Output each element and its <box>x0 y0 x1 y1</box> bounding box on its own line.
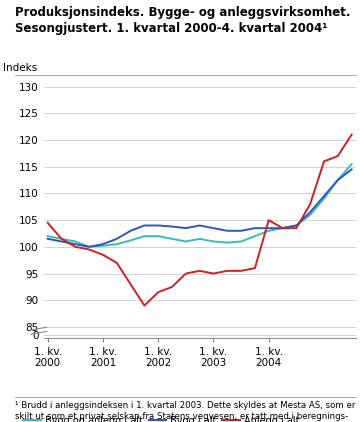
Bygg i alt <box>225 228 229 233</box>
Bygg og anlegg i alt <box>294 223 298 228</box>
Bygg og anlegg i alt <box>308 212 312 217</box>
Anlegg i alt <box>266 218 271 223</box>
Anlegg i alt <box>156 289 160 295</box>
Bygg og anlegg i alt <box>101 243 105 248</box>
Anlegg i alt <box>129 281 133 287</box>
Line: Bygg i alt: Bygg i alt <box>48 169 352 247</box>
Anlegg i alt <box>350 132 354 137</box>
Bygg i alt <box>253 226 257 231</box>
Anlegg i alt <box>142 303 147 308</box>
Bygg i alt <box>87 244 91 249</box>
Bygg og anlegg i alt <box>322 196 326 201</box>
Bygg og anlegg i alt <box>336 178 340 183</box>
Anlegg i alt <box>59 236 64 241</box>
Bygg og anlegg i alt <box>170 236 174 241</box>
Anlegg i alt <box>115 260 119 265</box>
Bygg og anlegg i alt <box>45 234 50 239</box>
Line: Anlegg i alt: Anlegg i alt <box>48 135 352 306</box>
Bygg i alt <box>322 194 326 199</box>
Bygg i alt <box>73 242 78 247</box>
Anlegg i alt <box>336 154 340 159</box>
Bygg i alt <box>350 167 354 172</box>
Bygg i alt <box>115 236 119 241</box>
Anlegg i alt <box>45 220 50 225</box>
Bygg i alt <box>101 242 105 247</box>
Bygg i alt <box>211 226 216 231</box>
Bygg i alt <box>45 236 50 241</box>
Anlegg i alt <box>225 268 229 273</box>
Bygg og anlegg i alt <box>280 226 285 231</box>
Bygg i alt <box>142 223 147 228</box>
Anlegg i alt <box>253 266 257 271</box>
Bygg og anlegg i alt <box>211 239 216 244</box>
Bygg i alt <box>184 226 188 231</box>
Bygg og anlegg i alt <box>184 239 188 244</box>
Bygg i alt <box>266 226 271 231</box>
Bygg og anlegg i alt <box>59 236 64 241</box>
Bygg og anlegg i alt <box>253 234 257 239</box>
Anlegg i alt <box>184 271 188 276</box>
Bygg i alt <box>156 223 160 228</box>
Bygg i alt <box>280 226 285 231</box>
Bygg og anlegg i alt <box>156 234 160 239</box>
Bygg i alt <box>170 224 174 229</box>
Anlegg i alt <box>197 268 202 273</box>
Anlegg i alt <box>294 226 298 231</box>
Bygg og anlegg i alt <box>129 238 133 243</box>
Anlegg i alt <box>280 226 285 231</box>
Bygg og anlegg i alt <box>142 234 147 239</box>
Bygg i alt <box>336 178 340 183</box>
Bygg i alt <box>197 223 202 228</box>
Anlegg i alt <box>322 159 326 164</box>
Text: Indeks: Indeks <box>3 63 37 73</box>
Bygg i alt <box>308 210 312 215</box>
Bygg og anlegg i alt <box>239 239 243 244</box>
Bygg og anlegg i alt <box>115 242 119 247</box>
Bygg og anlegg i alt <box>225 240 229 245</box>
Text: ¹ Brudd i anleggsindeksen i 1. kvartal 2003. Dette skyldes at Mesta AS, som er
s: ¹ Brudd i anleggsindeksen i 1. kvartal 2… <box>15 401 355 422</box>
Anlegg i alt <box>170 284 174 289</box>
Bygg i alt <box>294 223 298 228</box>
Anlegg i alt <box>87 247 91 252</box>
Anlegg i alt <box>308 202 312 207</box>
Bygg og anlegg i alt <box>350 162 354 167</box>
Legend: Bygg og anlegg i alt, Bygg i alt, Anlegg i alt: Bygg og anlegg i alt, Bygg i alt, Anlegg… <box>24 416 299 422</box>
Bygg og anlegg i alt <box>266 228 271 233</box>
Bygg og anlegg i alt <box>87 244 91 249</box>
Bygg i alt <box>59 239 64 244</box>
Bygg i alt <box>129 228 133 233</box>
Anlegg i alt <box>73 244 78 249</box>
Bygg i alt <box>239 228 243 233</box>
Text: Produksjonsindeks. Bygge- og anleggsvirksomhet.
Sesongjustert. 1. kvartal 2000-4: Produksjonsindeks. Bygge- og anleggsvirk… <box>15 6 350 35</box>
Bygg og anlegg i alt <box>197 236 202 241</box>
Anlegg i alt <box>101 252 105 257</box>
Bygg og anlegg i alt <box>73 239 78 244</box>
Anlegg i alt <box>239 268 243 273</box>
Anlegg i alt <box>211 271 216 276</box>
Line: Bygg og anlegg i alt: Bygg og anlegg i alt <box>48 164 352 247</box>
